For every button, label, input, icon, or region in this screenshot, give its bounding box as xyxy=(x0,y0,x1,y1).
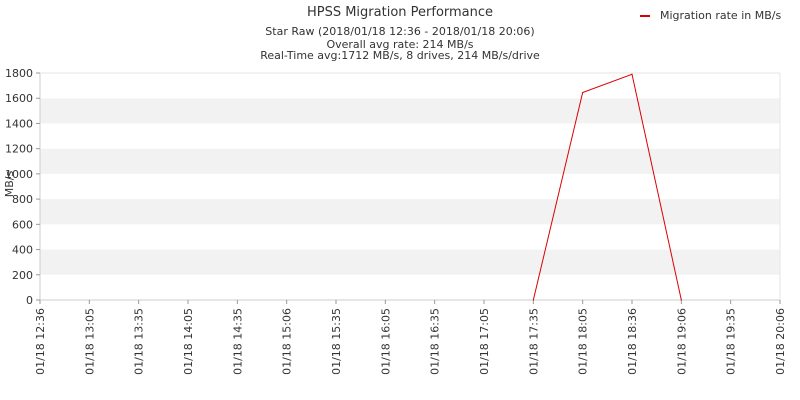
grid-band xyxy=(40,274,780,300)
grid-band xyxy=(40,224,780,250)
data-point xyxy=(582,91,584,94)
chart-subtitle-line-1: Star Raw (2018/01/18 12:36 - 2018/01/18 … xyxy=(265,25,534,38)
x-tick-label: 01/18 16:35 xyxy=(429,308,442,375)
x-tick-label: 01/18 14:35 xyxy=(231,308,244,375)
grid-band xyxy=(40,249,780,275)
y-tick-label: 1000 xyxy=(5,168,33,181)
legend-label: Migration rate in MB/s xyxy=(660,9,781,22)
x-axis-ticks: 01/18 12:36 01/18 13:05 01/18 13:35 01/18 1… xyxy=(34,300,787,375)
y-tick-label: 1200 xyxy=(5,143,33,156)
series-layer xyxy=(532,73,682,301)
y-tick-label: 800 xyxy=(12,193,33,206)
grid-band xyxy=(40,199,780,225)
x-tick-label: 01/18 16:05 xyxy=(379,308,392,375)
x-tick-label: 01/18 14:05 xyxy=(182,308,195,375)
x-tick-label: 01/18 15:06 xyxy=(281,308,294,375)
x-tick-label: 01/18 18:36 xyxy=(626,308,639,375)
x-tick-label: 01/18 15:35 xyxy=(330,308,343,375)
grid-band xyxy=(40,148,780,174)
data-point xyxy=(631,73,633,75)
legend: Migration rate in MB/s xyxy=(640,9,781,22)
grid-bands xyxy=(40,73,780,300)
y-tick-label: 600 xyxy=(12,218,33,231)
y-tick-label: 1800 xyxy=(5,67,33,80)
grid-band xyxy=(40,173,780,200)
x-tick-label: 01/18 12:36 xyxy=(34,308,47,375)
x-tick-label: 01/18 13:35 xyxy=(133,308,146,375)
x-tick-label: 01/18 20:06 xyxy=(774,308,787,375)
y-tick-label: 1600 xyxy=(5,92,33,105)
data-point xyxy=(680,299,682,301)
y-tick-label: 0 xyxy=(26,294,33,307)
data-point xyxy=(532,299,534,301)
x-tick-label: 01/18 17:35 xyxy=(527,308,540,375)
y-axis-label: MB/s xyxy=(3,170,16,197)
grid-band xyxy=(40,73,780,99)
chart-title: HPSS Migration Performance xyxy=(307,5,493,20)
axes xyxy=(39,72,781,301)
x-tick-label: 01/18 18:05 xyxy=(577,308,590,375)
chart-subtitle-line-3: Real-Time avg:1712 MB/s, 8 drives, 214 M… xyxy=(260,49,540,62)
y-tick-label: 1400 xyxy=(5,117,33,130)
chart-subtitle-line-2: Overall avg rate: 214 MB/s xyxy=(326,38,473,51)
series-line xyxy=(532,73,682,301)
grid-band xyxy=(40,123,780,149)
y-tick-label: 400 xyxy=(12,244,33,257)
grid-band xyxy=(40,98,780,124)
x-tick-label: 01/18 17:05 xyxy=(478,308,491,375)
x-tick-label: 01/18 13:05 xyxy=(83,308,96,375)
x-tick-label: 01/18 19:06 xyxy=(675,308,688,375)
y-axis-ticks: 0 200 400 600 800 1000 1200 1400 1600 1800 xyxy=(5,67,40,307)
x-tick-label: 01/18 19:35 xyxy=(725,308,738,375)
y-tick-label: 200 xyxy=(12,269,33,282)
